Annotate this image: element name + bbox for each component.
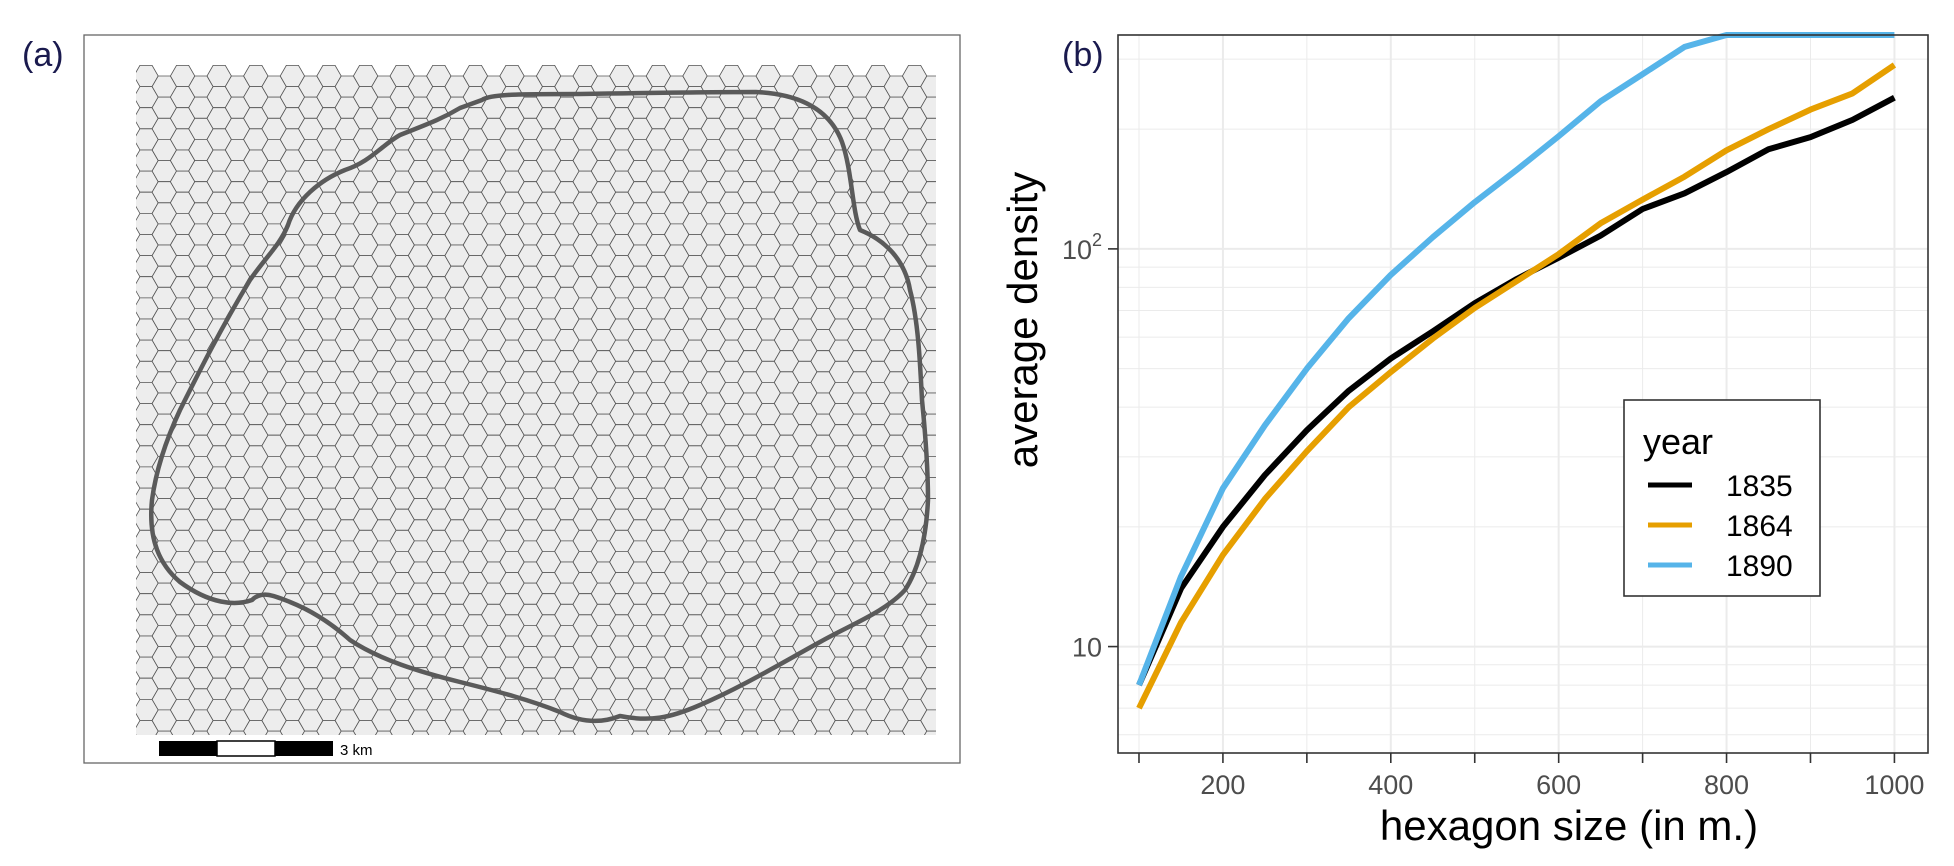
x-tick-label: 400 <box>1368 770 1413 800</box>
hexagon-cell <box>920 265 936 288</box>
legend-items: 1835 1864 1890 <box>1648 470 1793 583</box>
hexagon-cell <box>920 667 936 690</box>
hexagon-cell <box>920 223 936 246</box>
panel-b-label: (b) <box>1062 36 1104 74</box>
y-axis-title: average density <box>999 172 1046 469</box>
city-boundary <box>149 89 931 724</box>
hexagon-cell <box>920 307 936 331</box>
legend-label-1890: 1890 <box>1726 550 1793 583</box>
x-axis-title: hexagon size (in m.) <box>1380 802 1758 849</box>
hexagon-cell <box>920 329 936 352</box>
hexagon-cell <box>920 582 936 605</box>
x-tick-label: 1000 <box>1864 770 1924 800</box>
hexagon-cell <box>920 138 936 161</box>
hexagon-cell <box>920 561 936 584</box>
hexagon-cell <box>920 96 936 119</box>
hexagon-cell <box>920 688 936 711</box>
hexagon-cell <box>920 117 936 140</box>
hexagon-cell <box>920 286 936 309</box>
plot-border <box>1117 34 1929 754</box>
x-tick-label: 600 <box>1536 770 1581 800</box>
scale-bar-segment <box>159 741 217 756</box>
x-tick-label: 800 <box>1704 770 1749 800</box>
hexagon-cell <box>924 730 936 735</box>
y-tick-label: 10 <box>1072 633 1102 663</box>
panel-a-label: (a) <box>22 36 64 74</box>
scale-bar-segment <box>216 740 276 757</box>
y-axis-ticks: 10 102 <box>1062 230 1118 663</box>
x-tick-label: 200 <box>1200 770 1245 800</box>
hexagon-cell <box>920 202 936 225</box>
panel-a-map: (a) 3 km <box>22 34 961 764</box>
hexagon-cell <box>920 603 936 626</box>
scale-bar-segment <box>275 741 333 756</box>
grid-major <box>1118 35 1928 753</box>
hexagon-cell <box>920 625 936 647</box>
hexagon-cell <box>920 244 936 267</box>
hexagon-cell <box>920 181 936 204</box>
plot-panel <box>1118 35 1928 753</box>
hexagon-cell <box>920 646 936 669</box>
scale-bar: 3 km <box>159 740 373 759</box>
scale-bar-label: 3 km <box>340 742 373 759</box>
legend-label-1835: 1835 <box>1726 470 1793 503</box>
hexagon-cell <box>920 160 936 183</box>
legend: year 1835 1864 1890 <box>1623 399 1821 597</box>
panel-b-chart: (b) 200 400 600 800 1000 10 102 hexagon size … <box>999 32 1929 849</box>
y-tick-label: 102 <box>1062 230 1102 265</box>
x-axis-ticks: 200 400 600 800 1000 <box>1138 753 1924 800</box>
legend-label-1864: 1864 <box>1726 510 1793 543</box>
legend-title: year <box>1643 421 1713 462</box>
hexagon-grid <box>136 65 936 735</box>
hexagon-cell <box>920 75 936 98</box>
hexagon-cell <box>920 709 936 732</box>
